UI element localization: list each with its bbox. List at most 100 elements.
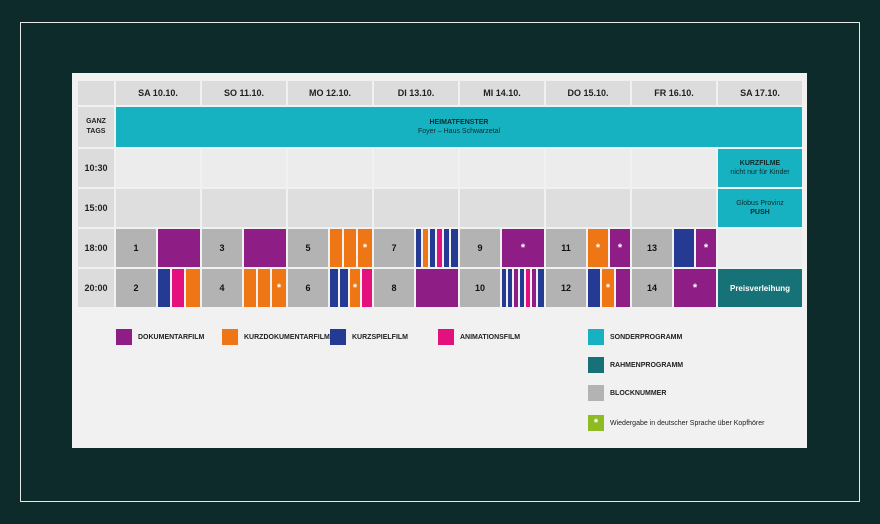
- empty-slot: [374, 189, 458, 227]
- empty-slot: [718, 229, 802, 267]
- film-kurzspielfilm[interactable]: [416, 229, 421, 267]
- legend-swatch: *: [588, 415, 604, 431]
- globus-event[interactable]: Globus Provinz PUSH: [718, 189, 802, 227]
- day-header: SA 10.10.: [116, 81, 200, 105]
- kurzfilme-subtitle: nicht nur für Kinder: [730, 169, 790, 176]
- film-kurzspielfilm[interactable]: [502, 269, 506, 307]
- film-dokumentarfilm[interactable]: [616, 269, 630, 307]
- film-kurzdokumentarfilm[interactable]: [186, 269, 200, 307]
- film-kurzspielfilm[interactable]: [588, 269, 600, 307]
- legend-label: DOKUMENTARFILM: [138, 333, 205, 341]
- legend-label: Wiedergabe in deutscher Sprache über Kop…: [610, 419, 765, 427]
- film-kurzdokumentarfilm-kopfhoerer[interactable]: *: [588, 229, 608, 267]
- legend-rahmenprogramm: RAHMENPROGRAMM: [588, 357, 683, 373]
- block-number[interactable]: 14: [632, 269, 672, 307]
- row-label-1500: 15:00: [78, 189, 114, 227]
- film-kurzdokumentarfilm[interactable]: [258, 269, 270, 307]
- empty-slot: [374, 149, 458, 187]
- film-dokumentarfilm-kopfhoerer[interactable]: *: [674, 269, 716, 307]
- block-number[interactable]: 5: [288, 229, 328, 267]
- globus-line2: PUSH: [750, 209, 770, 216]
- film-kurzspielfilm[interactable]: [451, 229, 458, 267]
- film-dokumentarfilm[interactable]: [158, 229, 200, 267]
- legend-label: KURZDOKUMENTARFILM: [244, 333, 330, 341]
- block-number[interactable]: 13: [632, 229, 672, 267]
- legend-blocknummer: BLOCKNUMMER: [588, 385, 666, 401]
- film-kurzspielfilm[interactable]: [444, 229, 449, 267]
- film-kurzspielfilm[interactable]: [340, 269, 348, 307]
- row-label-2000: 20:00: [78, 269, 114, 307]
- block-number[interactable]: 2: [116, 269, 156, 307]
- row-label-1800: 18:00: [78, 229, 114, 267]
- day-header: DO 15.10.: [546, 81, 630, 105]
- film-kurzdokumentarfilm[interactable]: [330, 229, 342, 267]
- block-number[interactable]: 6: [288, 269, 328, 307]
- legend-swatch: [438, 329, 454, 345]
- empty-slot: [632, 189, 716, 227]
- heimatfenster-event[interactable]: HEIMATFENSTER Foyer – Haus Schwarzetal: [116, 107, 802, 147]
- film-kurzspielfilm[interactable]: [674, 229, 694, 267]
- film-animationsfilm[interactable]: [437, 229, 442, 267]
- film-dokumentarfilm-kopfhoerer[interactable]: *: [610, 229, 630, 267]
- empty-slot: [288, 189, 372, 227]
- row-label-1030: 10:30: [78, 149, 114, 187]
- film-animationsfilm[interactable]: [362, 269, 372, 307]
- film-kurzdokumentarfilm[interactable]: [423, 229, 428, 267]
- heimatfenster-location: Foyer – Haus Schwarzetal: [417, 128, 501, 135]
- legend-swatch: [588, 385, 604, 401]
- legend-swatch: [588, 329, 604, 345]
- block-number[interactable]: 8: [374, 269, 414, 307]
- film-dokumentarfilm[interactable]: [244, 229, 286, 267]
- film-dokumentarfilm[interactable]: [532, 269, 536, 307]
- empty-slot: [632, 149, 716, 187]
- legend-kurzdokumentarfilm: KURZDOKUMENTARFILM: [222, 329, 330, 345]
- film-kurzspielfilm[interactable]: [330, 269, 338, 307]
- block-number[interactable]: 11: [546, 229, 586, 267]
- film-kurzdokumentarfilm-kopfhoerer[interactable]: *: [602, 269, 614, 307]
- film-kurzdokumentarfilm-kopfhoerer[interactable]: *: [358, 229, 372, 267]
- block-number[interactable]: 9: [460, 229, 500, 267]
- block-number[interactable]: 3: [202, 229, 242, 267]
- film-kurzdokumentarfilm[interactable]: [244, 269, 256, 307]
- film-kurzspielfilm[interactable]: [520, 269, 524, 307]
- empty-slot: [288, 149, 372, 187]
- legend-swatch: [330, 329, 346, 345]
- film-kurzspielfilm[interactable]: [538, 269, 544, 307]
- film-kurzspielfilm[interactable]: [158, 269, 170, 307]
- film-animationsfilm[interactable]: [172, 269, 184, 307]
- block-number[interactable]: 7: [374, 229, 414, 267]
- empty-slot: [460, 149, 544, 187]
- film-kurzspielfilm[interactable]: [430, 229, 435, 267]
- empty-slot: [202, 189, 286, 227]
- day-header: DI 13.10.: [374, 81, 458, 105]
- empty-slot: [116, 149, 200, 187]
- decorative-frame: [20, 22, 860, 502]
- film-dokumentarfilm[interactable]: [514, 269, 518, 307]
- film-kurzdokumentarfilm[interactable]: [344, 229, 356, 267]
- row-label-ganztags: GANZ TAGS: [78, 107, 114, 147]
- legend-kopfhoerer: * Wiedergabe in deutscher Sprache über K…: [588, 415, 764, 431]
- block-number[interactable]: 10: [460, 269, 500, 307]
- legend-label: SONDERPROGRAMM: [610, 333, 683, 341]
- film-animationsfilm[interactable]: [526, 269, 530, 307]
- film-kurzdokumentarfilm-kopfhoerer[interactable]: *: [272, 269, 286, 307]
- film-kurzspielfilm[interactable]: [508, 269, 512, 307]
- day-header: FR 16.10.: [632, 81, 716, 105]
- heimatfenster-title: HEIMATFENSTER: [429, 119, 489, 126]
- empty-slot: [202, 149, 286, 187]
- block-number[interactable]: 1: [116, 229, 156, 267]
- kurzfilme-title: KURZFILME: [739, 160, 781, 167]
- film-kurzdokumentarfilm-kopfhoerer[interactable]: *: [350, 269, 360, 307]
- block-number[interactable]: 12: [546, 269, 586, 307]
- kurzfilme-event[interactable]: KURZFILME nicht nur für Kinder: [718, 149, 802, 187]
- legend-animationsfilm: ANIMATIONSFILM: [438, 329, 520, 345]
- legend-swatch: [116, 329, 132, 345]
- legend-sonderprogramm: SONDERPROGRAMM: [588, 329, 682, 345]
- film-dokumentarfilm-kopfhoerer[interactable]: *: [696, 229, 716, 267]
- film-dokumentarfilm-kopfhoerer[interactable]: *: [502, 229, 544, 267]
- globus-line1: Globus Provinz: [736, 200, 784, 207]
- preisverleihung-event[interactable]: Preisverleihung: [718, 269, 802, 307]
- block-number[interactable]: 4: [202, 269, 242, 307]
- legend-label: ANIMATIONSFILM: [460, 333, 521, 341]
- film-dokumentarfilm[interactable]: [416, 269, 458, 307]
